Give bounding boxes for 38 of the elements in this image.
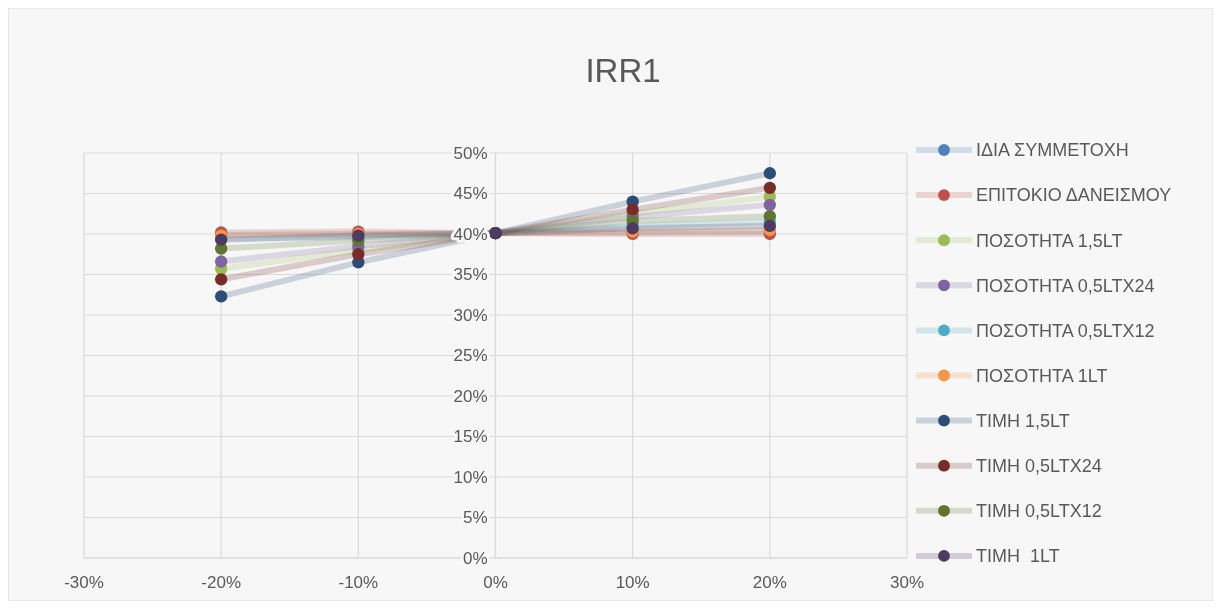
x-tick-label: 30%: [889, 573, 925, 592]
chart-title: IRR1: [585, 52, 661, 89]
legend-label: ΤΙΜΗ 1LT: [976, 546, 1060, 567]
y-tick-label: 20%: [453, 386, 488, 406]
y-tick-label: 25%: [453, 346, 488, 366]
y-tick-label: 10%: [453, 467, 488, 487]
point: [214, 255, 228, 268]
legend-label: ΤΙΜΗ 0,5LTX24: [976, 456, 1102, 476]
point: [626, 203, 639, 216]
y-tick-label: 0%: [462, 548, 488, 568]
point: [214, 290, 228, 303]
legend-label: ΤΙΜΗ 0,5LTX12: [976, 501, 1102, 522]
y-tick-label: 45%: [453, 184, 488, 204]
point: [763, 198, 777, 212]
y-tick-label: 30%: [453, 305, 488, 325]
legend-label: ΙΔΙΑ ΣΥΜΜΕΤΟΧΗ: [976, 140, 1129, 161]
legend-label: ΠΟΣΟΤΗΤΑ 0,5LTX12: [976, 320, 1155, 341]
point: [763, 219, 777, 233]
point: [352, 248, 365, 261]
legend-label: ΠΟΣΟΤΗΤΑ 1LT: [976, 365, 1108, 386]
x-tick-label: -30%: [64, 573, 104, 592]
legend-label: ΤΙΜΗ 1,5LT: [976, 410, 1070, 431]
y-tick-label: 40%: [453, 224, 488, 244]
x-tick-label: 10%: [615, 573, 650, 592]
y-tick-label: 15%: [453, 427, 488, 447]
point: [214, 273, 228, 286]
point: [763, 167, 777, 180]
x-tick-label: 20%: [752, 573, 787, 592]
legend-label: ΕΠΙΤΟΚΙΟ ΔΑΝΕΙΣΜΟΥ: [976, 185, 1172, 206]
x-tick-label: 0%: [483, 573, 508, 592]
legend-label: ΠΟΣΟΤΗΤΑ 1,5LT: [976, 230, 1123, 251]
point: [763, 181, 777, 194]
y-tick-label: 5%: [462, 508, 488, 528]
y-tick-label: 35%: [453, 265, 488, 285]
legend-label: ΠΟΣΟΤΗΤΑ 0,5LTX24: [976, 275, 1155, 296]
y-tick-label: 50%: [453, 143, 488, 163]
x-tick-label: -10%: [338, 573, 379, 592]
x-tick-label: -20%: [201, 573, 242, 592]
